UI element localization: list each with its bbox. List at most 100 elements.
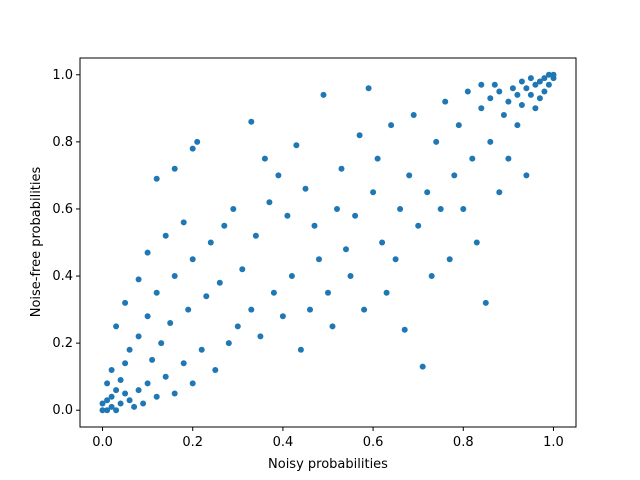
data-point (325, 289, 331, 296)
data-point (225, 340, 232, 347)
data-point (523, 85, 530, 92)
data-point (108, 393, 115, 400)
data-point (189, 256, 196, 263)
data-point (207, 239, 214, 246)
x-tick-label: 0.4 (273, 435, 294, 450)
data-point (144, 380, 151, 387)
data-point (428, 273, 435, 279)
data-point (158, 340, 165, 347)
data-point (275, 172, 282, 179)
data-point (108, 367, 115, 373)
data-point (212, 367, 219, 373)
data-point (252, 232, 259, 239)
plot-frame (79, 57, 577, 428)
y-axis: 0.0 0.2 0.4 0.6 0.8 1.0 (52, 68, 80, 418)
data-point (334, 206, 340, 212)
data-point (451, 172, 458, 179)
data-point (518, 78, 525, 85)
data-point (491, 81, 498, 88)
data-point (370, 189, 377, 196)
data-point (288, 273, 295, 279)
data-point (117, 377, 124, 383)
data-point (189, 380, 196, 387)
data-point (329, 323, 336, 330)
data-point (541, 88, 548, 95)
data-point (297, 346, 304, 353)
data-point (419, 363, 426, 370)
data-point (239, 266, 246, 273)
data-point (122, 299, 129, 306)
data-point (135, 333, 142, 340)
data-point (514, 122, 521, 129)
data-point (487, 95, 494, 102)
x-tick-label: 0.2 (182, 435, 203, 450)
y-tick-label: 1.0 (52, 68, 73, 83)
data-point (153, 393, 160, 400)
x-tick-label: 0.8 (453, 435, 474, 450)
data-point (140, 400, 147, 407)
data-point (171, 165, 178, 172)
data-point (401, 326, 408, 333)
data-point (104, 407, 111, 414)
data-point (126, 346, 133, 353)
data-point (113, 387, 120, 394)
data-point (230, 206, 237, 212)
data-point (550, 71, 557, 78)
data-point (527, 75, 534, 82)
data-point (406, 172, 413, 179)
data-point (316, 256, 322, 263)
x-axis-label: Noisy probabilities (268, 457, 388, 472)
data-point (536, 95, 543, 102)
x-tick-label: 0.0 (92, 435, 113, 450)
x-tick-label: 0.6 (363, 435, 384, 450)
data-point (509, 85, 516, 92)
data-point (482, 299, 489, 306)
y-tick-label: 0.4 (52, 269, 73, 284)
data-point (149, 356, 156, 363)
data-point (99, 407, 106, 414)
scatter-points (99, 71, 557, 414)
x-axis: 0.0 0.2 0.4 0.6 0.8 1.0 (92, 427, 564, 450)
data-point (248, 118, 255, 125)
data-point (460, 206, 467, 212)
data-point (153, 175, 160, 182)
data-point (122, 390, 129, 397)
data-point (104, 380, 111, 387)
data-point (144, 313, 151, 320)
data-point (433, 138, 440, 145)
data-point (185, 306, 192, 313)
data-point (221, 222, 228, 229)
data-point (410, 112, 417, 118)
data-point (198, 346, 205, 353)
data-point (117, 400, 124, 407)
data-point (356, 132, 363, 139)
data-point (473, 239, 480, 246)
data-point (180, 219, 187, 226)
data-point (442, 98, 449, 105)
data-point (270, 289, 277, 296)
y-axis-label: Noise-free probabilities (29, 166, 44, 317)
data-point (514, 91, 521, 98)
data-point (284, 212, 291, 219)
data-point (527, 91, 534, 98)
data-point (518, 102, 525, 108)
data-point (171, 390, 178, 397)
data-point (122, 360, 129, 367)
data-point (248, 306, 255, 313)
data-point (126, 397, 133, 404)
data-point (541, 75, 548, 82)
data-point (108, 403, 115, 410)
data-point (424, 189, 431, 196)
data-point (388, 122, 395, 129)
data-point (234, 323, 241, 330)
data-point (347, 273, 354, 279)
data-point (545, 81, 552, 88)
data-point (131, 403, 138, 410)
data-point (162, 232, 169, 239)
data-point (496, 189, 503, 196)
data-point (455, 122, 462, 129)
data-point (311, 222, 318, 229)
data-point (113, 323, 120, 330)
data-point (144, 249, 151, 256)
